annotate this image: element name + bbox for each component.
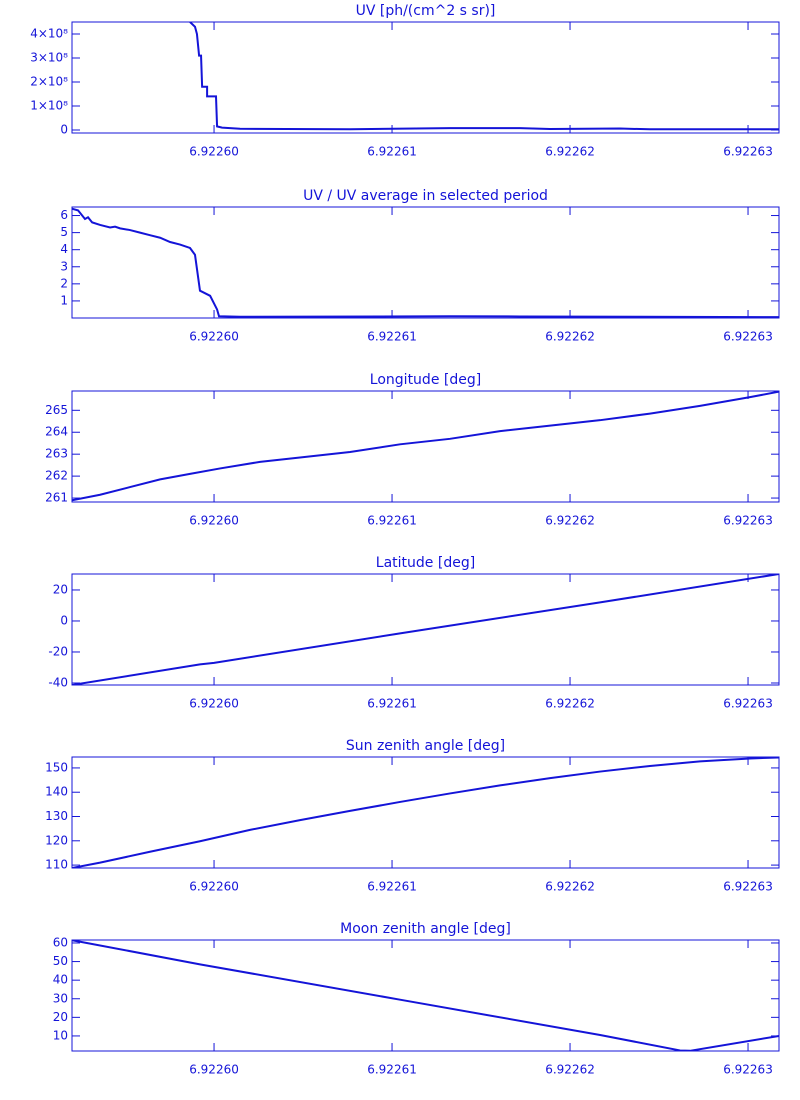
plot-frame: [71, 206, 780, 319]
x-tick-label: 6.92260: [189, 880, 239, 894]
plot-frame: [71, 21, 780, 134]
plot-frame: [71, 573, 780, 686]
y-tick-label: 150: [45, 760, 68, 774]
y-tick-label: 10: [53, 1028, 68, 1042]
x-tick-label: 6.92263: [723, 880, 773, 894]
panel: Latitude [deg] 6.92260 6.92261 6.92262 6.922…: [48, 555, 780, 711]
plot-frame: [71, 939, 780, 1052]
x-tick-label: 6.92261: [367, 145, 417, 159]
y-tick-label: 20: [53, 582, 68, 596]
y-tick-label: 0: [60, 613, 68, 627]
panel-title: Latitude [deg]: [376, 555, 475, 571]
x-tick-label: 6.92260: [189, 145, 239, 159]
y-tick-label: 5: [60, 225, 68, 239]
panel: UV / UV average in selected period 6.9226…: [60, 188, 780, 344]
y-tick-label: 60: [53, 935, 68, 949]
y-tick-label: 130: [45, 809, 68, 823]
panel-title: UV [ph/(cm^2 s sr)]: [356, 3, 496, 19]
y-tick-label: 20: [53, 1010, 68, 1024]
y-tick-label: 264: [45, 425, 68, 439]
x-tick-label: 6.92262: [545, 1063, 595, 1077]
y-tick-label: 265: [45, 403, 68, 417]
y-tick-label: 6: [60, 208, 68, 222]
x-tick-label: 6.92260: [189, 330, 239, 344]
y-tick-label: 50: [53, 954, 68, 968]
data-line: [72, 391, 779, 502]
x-tick-label: 6.92261: [367, 514, 417, 528]
x-tick-label: 6.92262: [545, 697, 595, 711]
data-line: [72, 207, 779, 318]
x-tick-label: 6.92261: [367, 330, 417, 344]
panel-title: UV / UV average in selected period: [303, 188, 548, 204]
panel-title: Moon zenith angle [deg]: [340, 921, 511, 937]
y-tick-label: -40: [48, 675, 68, 689]
y-tick-label: 262: [45, 469, 68, 483]
y-tick-label: 4: [60, 242, 68, 256]
data-line: [72, 574, 779, 685]
y-tick-label: 2: [60, 276, 68, 290]
panel-title: Sun zenith angle [deg]: [346, 738, 505, 754]
y-tick-label: 1: [60, 293, 68, 307]
panel-title: Longitude [deg]: [370, 372, 481, 388]
y-tick-label: 120: [45, 833, 68, 847]
x-tick-label: 6.92261: [367, 1063, 417, 1077]
x-tick-label: 6.92263: [723, 330, 773, 344]
data-line: [72, 940, 779, 1051]
x-tick-label: 6.92260: [189, 697, 239, 711]
x-tick-label: 6.92263: [723, 514, 773, 528]
y-tick-label: 261: [45, 491, 68, 505]
panel: UV [ph/(cm^2 s sr)] 6.92260 6.92261 6.92262…: [30, 3, 780, 159]
x-tick-label: 6.92263: [723, 697, 773, 711]
y-tick-label: 263: [45, 447, 68, 461]
y-tick-label: 1×10⁸: [30, 99, 68, 113]
y-tick-label: 3×10⁸: [30, 51, 68, 65]
x-tick-label: 6.92260: [189, 1063, 239, 1077]
y-tick-label: 3: [60, 259, 68, 273]
x-tick-label: 6.92263: [723, 1063, 773, 1077]
plot-frame: [71, 756, 780, 869]
y-tick-label: 0: [60, 123, 68, 137]
panel: Sun zenith angle [deg] 6.92260 6.92261 6.92…: [45, 738, 780, 894]
x-tick-label: 6.92262: [545, 330, 595, 344]
panel: Moon zenith angle [deg] 6.92260 6.92261 6.9…: [53, 921, 780, 1077]
y-tick-label: 140: [45, 785, 68, 799]
y-tick-label: 30: [53, 991, 68, 1005]
x-tick-label: 6.92262: [545, 145, 595, 159]
x-tick-label: 6.92262: [545, 880, 595, 894]
y-tick-label: 2×10⁸: [30, 75, 68, 89]
data-line: [189, 22, 779, 131]
x-tick-label: 6.92261: [367, 880, 417, 894]
x-tick-label: 6.92262: [545, 514, 595, 528]
y-tick-label: 40: [53, 973, 68, 987]
x-tick-label: 6.92263: [723, 145, 773, 159]
y-tick-label: -20: [48, 644, 68, 658]
x-tick-label: 6.92261: [367, 697, 417, 711]
y-tick-label: 110: [45, 858, 68, 872]
panel: Longitude [deg] 6.92260 6.92261 6.92262 6.92…: [45, 372, 780, 528]
data-line: [72, 757, 779, 868]
plot-frame: [71, 390, 780, 503]
y-tick-label: 4×10⁸: [30, 27, 68, 41]
x-tick-label: 6.92260: [189, 514, 239, 528]
